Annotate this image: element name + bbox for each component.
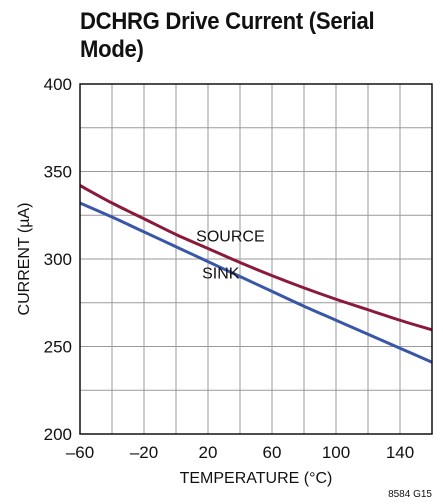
x-tick-label: –60 [66,443,94,462]
series-annotations: SOURCE SINK [196,229,264,283]
series-label-source: SOURCE [196,229,264,246]
x-tick-label: 60 [263,443,282,462]
y-tick-label: 400 [44,75,72,94]
x-tick-label: 100 [322,443,350,462]
figure-code: 8584 G15 [388,489,432,500]
plot-frame [79,83,433,435]
grid [80,84,432,434]
series-lines [79,184,433,364]
series-label-sink: SINK [202,265,240,282]
y-tick-label: 300 [44,250,72,269]
y-tick-label: 350 [44,163,72,182]
y-axis-label: CURRENT (µA) [16,203,33,316]
y-tick-label: 250 [44,338,72,357]
chart-title: DCHRG Drive Current (Serial Mode) [80,8,375,63]
x-tick-labels: –60 –20 20 60 100 140 [66,443,414,462]
y-tick-label: 200 [44,425,72,444]
x-tick-label: 20 [199,443,218,462]
series-line-source [79,184,433,332]
y-tick-labels: 200 250 300 350 400 [44,75,72,444]
x-tick-label: 140 [386,443,414,462]
x-axis-label: TEMPERATURE (°C) [180,470,333,487]
series-line-sink [79,201,433,364]
x-tick-label: –20 [130,443,158,462]
